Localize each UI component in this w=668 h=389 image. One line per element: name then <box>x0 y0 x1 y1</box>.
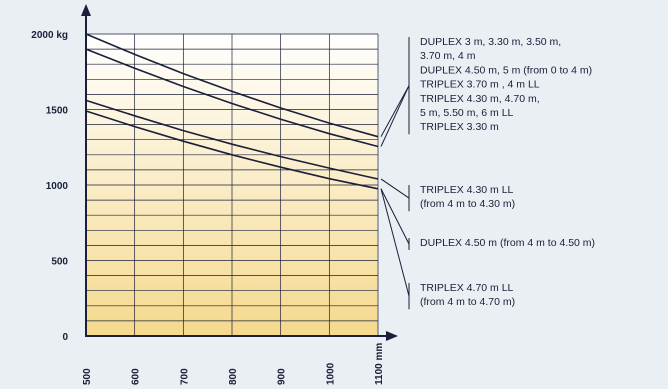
annotation-leader <box>380 178 410 199</box>
x-tick-label: 700 <box>179 368 190 385</box>
annotation-text: TRIPLEX 4.30 m, 4.70 m, <box>420 93 540 105</box>
x-tick-label: 1000 <box>325 362 336 385</box>
y-tick-label: 2000 kg <box>31 30 68 41</box>
y-tick-label: 1500 <box>46 106 69 117</box>
series-line-3 <box>85 99 379 180</box>
annotation-text: DUPLEX 4.50 m (from 4 m to 4.50 m) <box>420 237 595 249</box>
x-tick-label: 800 <box>228 368 239 385</box>
y-tick-label: 500 <box>51 257 68 268</box>
axes <box>81 4 398 341</box>
annotation-text: TRIPLEX 4.30 m LL <box>420 184 514 196</box>
x-tick-labels: 500 600 700 800 900 1000 1100 mm <box>82 343 385 385</box>
x-tick-label: 600 <box>131 368 142 385</box>
annotation-text: DUPLEX 4.50 m, 5 m (from 0 to 4 m) <box>420 64 592 76</box>
annotation-text: TRIPLEX 3.30 m <box>420 121 499 133</box>
y-tick-labels: 0 500 1000 1500 2000 kg <box>31 30 68 343</box>
x-tick-label: 1100 mm <box>374 343 385 385</box>
series-group <box>85 33 379 190</box>
annotations: DUPLEX 3 m, 3.30 m, 3.50 m, 3.70 m, 4 m DU… <box>380 36 595 310</box>
series-line-1 <box>85 33 379 138</box>
annotation-text: (from 4 m to 4.70 m) <box>420 296 515 308</box>
series-line-2 <box>85 48 379 148</box>
annotation-leader <box>380 188 410 245</box>
x-tick-label: 900 <box>277 368 288 385</box>
grid <box>85 33 379 337</box>
annotation-text: (from 4 m to 4.30 m) <box>420 198 515 210</box>
x-tick-label: 500 <box>82 368 93 385</box>
annotation-text: 5 m, 5.50 m, 6 m LL <box>420 107 514 119</box>
annotation-leader <box>380 188 410 297</box>
y-tick-label: 0 <box>62 332 68 343</box>
y-axis-arrow <box>81 4 91 16</box>
annotation-text: TRIPLEX 4.70 m LL <box>420 282 514 294</box>
series-line-4 <box>85 110 379 190</box>
y-tick-label: 1000 <box>46 181 69 192</box>
x-axis-arrow <box>386 331 398 341</box>
annotation-leader <box>380 85 410 137</box>
annotation-leader <box>380 85 410 147</box>
annotation-text: 3.70 m, 4 m <box>420 50 476 62</box>
annotation-text: DUPLEX 3 m, 3.30 m, 3.50 m, <box>420 36 561 48</box>
annotation-text: TRIPLEX 3.70 m , 4 m LL <box>420 79 540 91</box>
